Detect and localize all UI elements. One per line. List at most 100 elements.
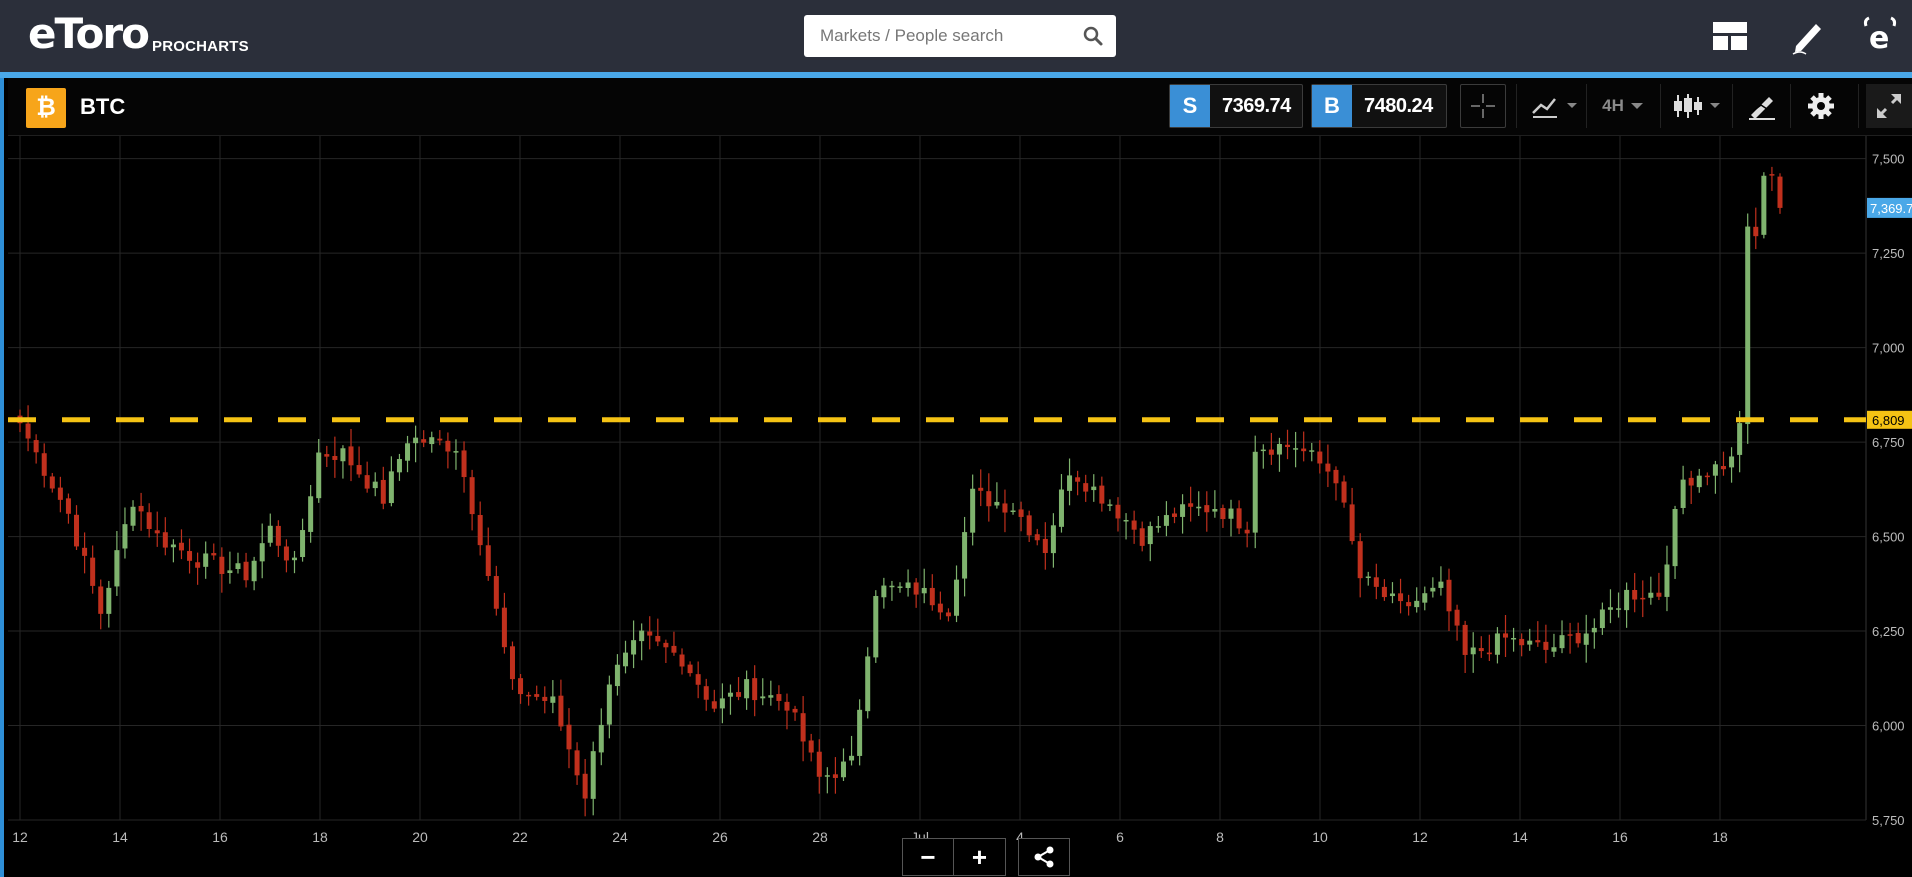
candle-body — [195, 562, 201, 568]
candle-body — [267, 525, 273, 543]
candle-body — [889, 585, 895, 588]
candle-body — [372, 481, 378, 489]
candle-body — [518, 678, 524, 695]
candle — [752, 665, 758, 717]
candle — [1454, 604, 1460, 641]
sell-price-button[interactable]: S 7369.74 — [1169, 84, 1303, 128]
candlestick-icon — [1674, 94, 1720, 118]
candle-body — [25, 423, 31, 439]
candle-body — [1115, 504, 1121, 519]
candle-body — [1761, 175, 1767, 235]
candlestick-chart[interactable]: 7,500 7,250 7,000 6,750 6,500 6,250 6,000 5,750… — [8, 136, 1912, 877]
candle-body — [1503, 633, 1509, 638]
candle — [501, 592, 507, 654]
candle — [1470, 632, 1476, 673]
zoom-in-button[interactable]: + — [954, 838, 1006, 876]
candle — [1462, 620, 1468, 674]
candle — [954, 565, 960, 623]
candle — [340, 445, 346, 479]
candle-body — [1091, 486, 1097, 491]
candle-body — [1656, 592, 1662, 597]
candle-body — [542, 696, 548, 701]
zoom-out-button[interactable]: − — [902, 838, 954, 876]
candle-body — [582, 773, 588, 799]
candle-body — [1527, 640, 1533, 645]
candle-body — [776, 694, 782, 701]
candle-body — [445, 440, 451, 452]
instrument-name[interactable]: BTC — [80, 94, 126, 119]
candle — [187, 538, 193, 574]
candle-body — [396, 459, 402, 473]
candle-body — [897, 586, 903, 588]
candle — [1099, 476, 1105, 512]
search-input[interactable] — [804, 15, 1074, 57]
buy-price: 7480.24 — [1364, 94, 1433, 117]
pencil-icon[interactable] — [1786, 14, 1830, 58]
crosshair-button[interactable] — [1460, 84, 1506, 128]
candle — [897, 582, 903, 593]
candle — [203, 541, 209, 579]
candle-body — [768, 695, 774, 698]
x-tick-label: 22 — [512, 829, 528, 845]
candle — [1123, 513, 1129, 540]
candle-body — [1575, 632, 1581, 644]
y-tick-label: 6,250 — [1872, 624, 1905, 639]
buy-price-button[interactable]: B 7480.24 — [1311, 84, 1447, 128]
separator — [1858, 84, 1859, 128]
timeframe-menu[interactable]: 4H — [1594, 84, 1654, 128]
candle — [1155, 516, 1161, 533]
layout-icon[interactable] — [1708, 14, 1752, 58]
candle — [308, 484, 314, 543]
expand-button[interactable] — [1866, 84, 1912, 128]
drawing-tools-button[interactable] — [1740, 84, 1786, 128]
candle-body — [453, 451, 459, 453]
etoro-e-icon[interactable]: e — [1858, 14, 1902, 58]
separator — [1586, 84, 1587, 128]
candle-body — [1131, 520, 1137, 530]
candle-body — [340, 448, 346, 462]
candle — [776, 685, 782, 711]
candle — [1527, 628, 1533, 651]
candle — [1309, 442, 1315, 462]
candle — [1543, 624, 1549, 664]
candle — [178, 529, 184, 560]
candle — [1083, 474, 1089, 502]
candle-body — [1196, 506, 1202, 509]
candle-body — [485, 545, 491, 577]
candle — [372, 472, 378, 497]
candle — [461, 441, 467, 493]
candle — [1026, 510, 1032, 542]
chart-type-menu[interactable] — [1668, 84, 1728, 128]
candle — [736, 677, 742, 701]
candle-body — [405, 443, 411, 461]
share-button[interactable] — [1018, 838, 1070, 876]
settings-button[interactable] — [1798, 84, 1844, 128]
candle — [550, 680, 556, 714]
etoro-logo[interactable]: eToro — [28, 9, 150, 58]
candle-body — [1470, 647, 1476, 655]
candle — [1204, 491, 1210, 532]
candle-body — [1349, 504, 1355, 542]
candle-body — [1163, 515, 1169, 526]
candle-body — [792, 708, 798, 713]
candle — [1632, 573, 1638, 613]
search-box[interactable] — [804, 15, 1116, 57]
candle — [98, 579, 104, 630]
candle — [33, 434, 39, 464]
candle — [65, 493, 71, 524]
search-icon[interactable] — [1082, 25, 1104, 47]
x-tick-label: 14 — [1512, 829, 1528, 845]
candle — [1616, 592, 1622, 618]
candle — [1163, 501, 1169, 537]
chevron-down-icon — [1630, 103, 1643, 109]
candle — [1414, 587, 1420, 613]
candle-body — [865, 656, 871, 712]
candle-body — [1139, 528, 1145, 546]
candle — [647, 616, 653, 650]
x-tick-label: 16 — [212, 829, 228, 845]
indicators-menu[interactable] — [1528, 84, 1586, 128]
candle — [574, 742, 580, 785]
candle-body — [1519, 638, 1525, 646]
candle — [291, 550, 297, 574]
price-chart[interactable]: 7,500 7,250 7,000 6,750 6,500 6,250 6,000 5,750… — [8, 136, 1912, 877]
